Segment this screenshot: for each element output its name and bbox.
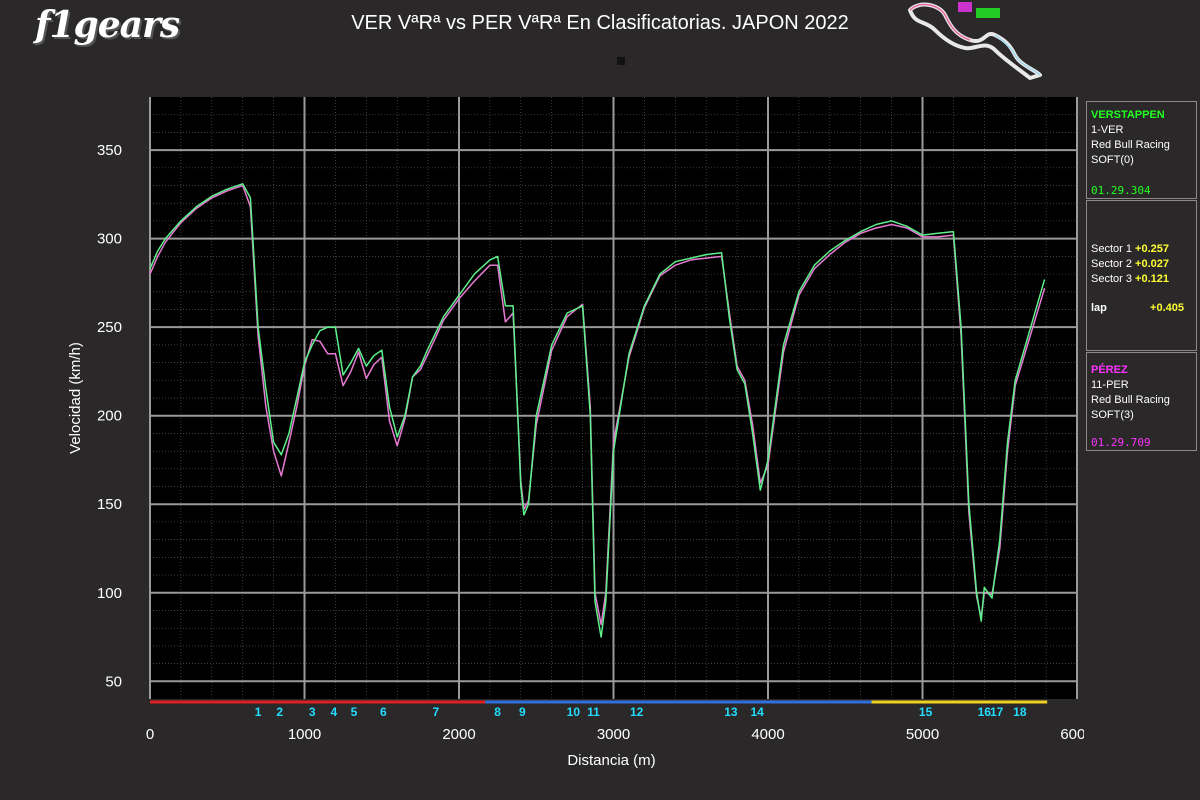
sector1-delta: +0.257 <box>1135 243 1169 255</box>
sector3-delta: +0.121 <box>1135 273 1169 285</box>
per-driver-code: 11-PER <box>1091 379 1129 391</box>
sector2-delta: +0.027 <box>1135 258 1169 270</box>
ver-driver-name: VERSTAPPEN <box>1091 109 1165 121</box>
per-driver-name: PÉREZ <box>1091 364 1128 376</box>
corner-label: 3 <box>309 705 316 719</box>
y-tick-label: 300 <box>97 231 122 248</box>
chart-title: VER VªRª vs PER VªRª En Clasificatorias.… <box>351 12 849 34</box>
x-tick-label: 6000 <box>1060 726 1084 743</box>
sector2-label: Sector 2 <box>1091 258 1132 270</box>
ver-team: Red Bull Racing <box>1091 139 1170 151</box>
ver-tyre: SOFT(0) <box>1091 154 1134 166</box>
corner-label: 4 <box>331 705 338 719</box>
x-tick-label: 4000 <box>751 726 784 743</box>
lap-delta-row: lap +0.405 <box>1087 301 1196 316</box>
corner-label: 1 <box>255 705 262 719</box>
sector1-delta-row: Sector 1 +0.257 <box>1087 242 1196 257</box>
y-tick-label: 50 <box>105 673 122 690</box>
per-lap-time: 01.29.709 <box>1091 436 1151 449</box>
corner-label: 10 <box>567 705 581 719</box>
per-tyre: SOFT(3) <box>1091 409 1134 421</box>
corner-label: 13 <box>724 705 738 719</box>
corner-label: 8 <box>494 705 501 719</box>
sector3-label: Sector 3 <box>1091 273 1132 285</box>
per-info-panel: PÉREZ 11-PER Red Bull Racing SOFT(3) 01.… <box>1086 352 1197 451</box>
x-tick-label: 5000 <box>906 726 939 743</box>
y-tick-label: 150 <box>97 496 122 513</box>
corner-label: 9 <box>519 705 526 719</box>
sector3-delta-row: Sector 3 +0.121 <box>1087 272 1196 287</box>
sector2-delta-row: Sector 2 +0.027 <box>1087 257 1196 272</box>
ver-info-panel: VERSTAPPEN 1-VER Red Bull Racing SOFT(0)… <box>1086 101 1197 199</box>
ver-lap-time: 01.29.304 <box>1091 184 1151 197</box>
corner-label: 6 <box>380 705 387 719</box>
sector1-label: Sector 1 <box>1091 243 1132 255</box>
series-line-ver <box>149 183 1046 638</box>
speed-chart: 0 1000 2000 3000 4000 5000 6000 50 100 150 200 250 3… <box>67 97 1084 769</box>
x-tick-label: 0 <box>146 726 154 743</box>
x-tick-label: 3000 <box>597 726 630 743</box>
series-line-per <box>149 184 1046 626</box>
per-team: Red Bull Racing <box>1091 394 1170 406</box>
corner-label: 15 <box>919 705 933 719</box>
x-tick-label: 1000 <box>288 726 321 743</box>
legend-marker <box>617 57 625 65</box>
y-tick-label: 350 <box>97 142 122 159</box>
y-axis-label: Velocidad (km/h) <box>67 342 84 454</box>
x-axis-label: Distancia (m) <box>567 752 655 769</box>
f1gears-logo: f1gears <box>35 4 180 46</box>
corner-label: 17 <box>990 705 1004 719</box>
corner-label: 14 <box>751 705 765 719</box>
lap-label: lap <box>1091 302 1107 314</box>
corner-label: 18 <box>1013 705 1027 719</box>
x-tick-label: 2000 <box>442 726 475 743</box>
corner-label: 2 <box>276 705 283 719</box>
corner-label: 16 <box>978 705 992 719</box>
y-tick-label: 250 <box>97 319 122 336</box>
corner-label: 11 <box>587 705 600 719</box>
ver-driver-code: 1-VER <box>1091 124 1124 136</box>
track-map-icon <box>908 2 1042 80</box>
delta-panel: Sector 1 +0.257 Sector 2 +0.027 Sector 3… <box>1086 200 1197 351</box>
y-tick-label: 200 <box>97 408 122 425</box>
corner-label: 7 <box>432 705 439 719</box>
corner-label: 5 <box>351 705 358 719</box>
lap-delta: +0.405 <box>1150 302 1184 314</box>
corner-label: 12 <box>630 705 644 719</box>
y-tick-label: 100 <box>97 585 122 602</box>
